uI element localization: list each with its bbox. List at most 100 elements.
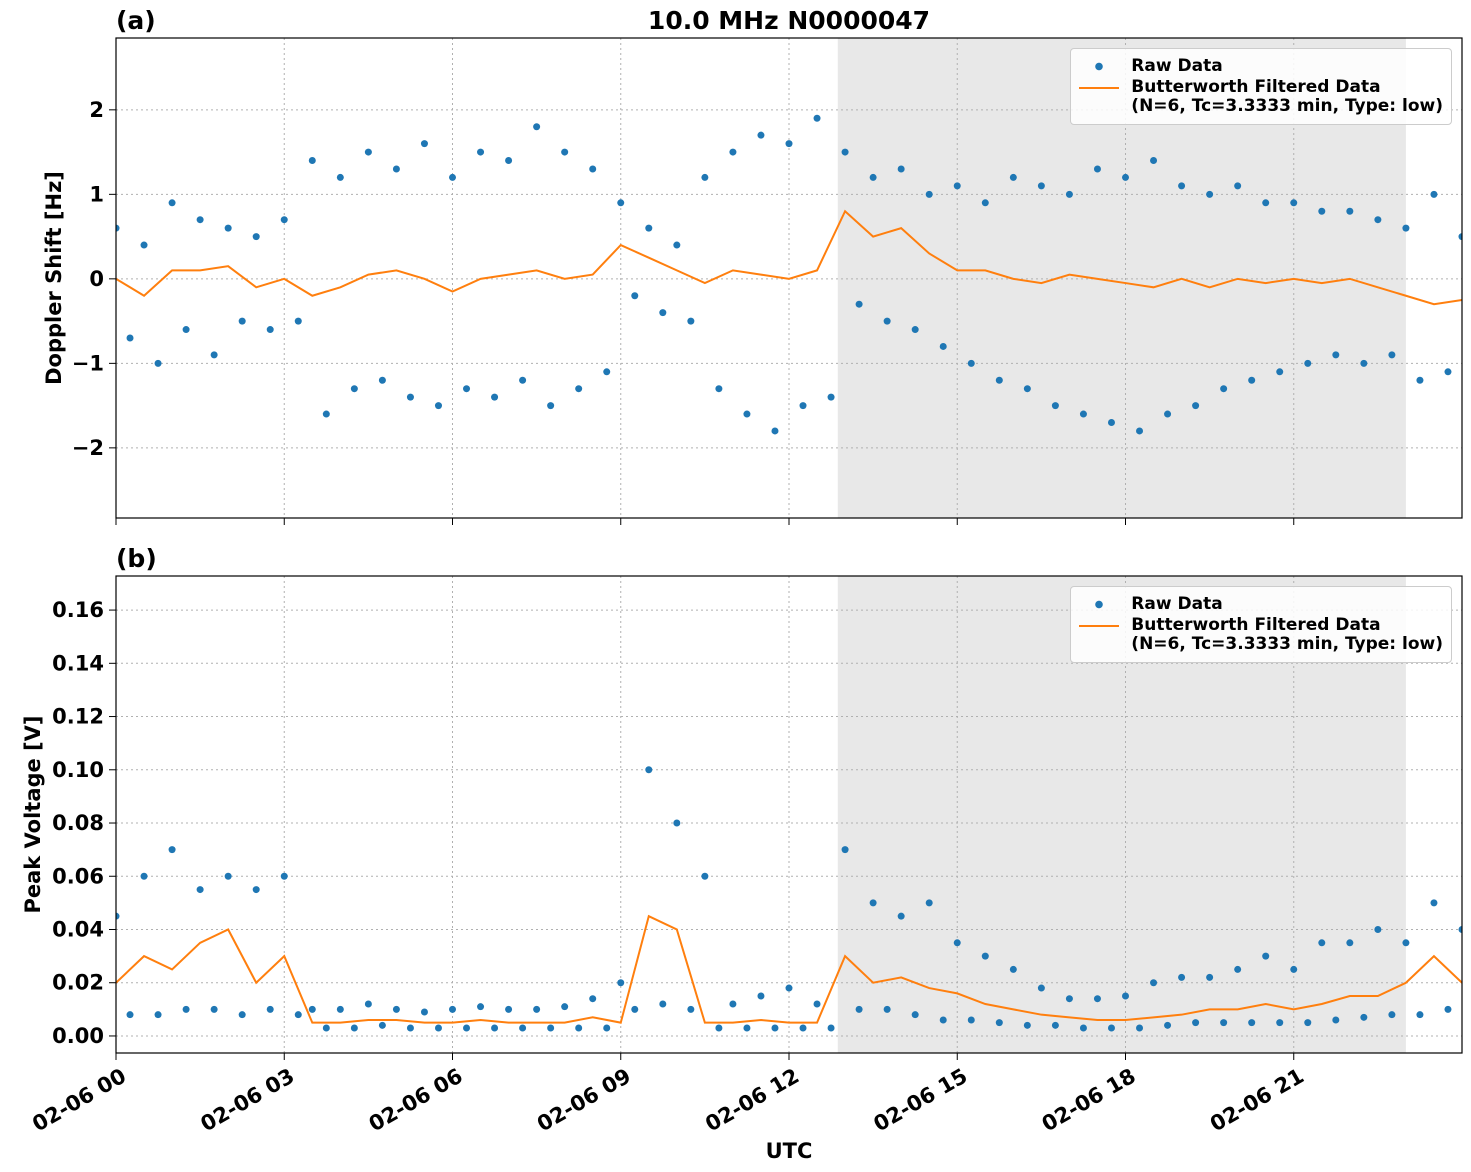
y-tick-label: 2 [89, 98, 104, 122]
raw-point [168, 846, 176, 854]
y-tick-label: −1 [72, 351, 104, 375]
y-tick-label: 0 [89, 267, 104, 291]
raw-point [617, 199, 625, 207]
raw-point [785, 984, 793, 992]
raw-point [799, 1024, 807, 1032]
raw-point [322, 1024, 330, 1032]
raw-point [911, 326, 919, 334]
y-tick-label: 0.14 [52, 651, 104, 675]
raw-point [1318, 939, 1326, 947]
legend-swatch [1079, 78, 1120, 97]
raw-point [168, 199, 176, 207]
raw-point [1079, 410, 1087, 418]
raw-point [182, 326, 190, 334]
raw-point [1416, 1011, 1424, 1019]
raw-point [547, 1024, 555, 1032]
raw-point [126, 1011, 134, 1019]
x-tick-label: 02-06 15 [870, 1064, 972, 1137]
raw-point [897, 165, 905, 173]
raw-point [322, 410, 330, 418]
raw-point [715, 385, 723, 393]
raw-point [687, 1005, 695, 1013]
raw-point [1164, 410, 1172, 418]
raw-point [673, 819, 681, 827]
raw-point [449, 1005, 456, 1013]
raw-point [420, 1008, 428, 1016]
chart-title: 10.0 MHz N0000047 [648, 6, 930, 35]
raw-point [799, 402, 807, 410]
y-tick-label: 0.10 [52, 758, 104, 782]
raw-point [210, 1005, 218, 1013]
raw-point [1430, 899, 1438, 907]
raw-point [841, 846, 849, 854]
raw-point [350, 1024, 358, 1032]
raw-point [294, 317, 302, 325]
raw-point [280, 872, 288, 880]
raw-point [1150, 157, 1158, 165]
raw-point [1192, 402, 1200, 410]
raw-point [1206, 973, 1214, 981]
legend-entry: Butterworth Filtered Data (N=6, Tc=3.333… [1079, 616, 1443, 654]
raw-point [1444, 368, 1452, 376]
raw-point [953, 939, 961, 947]
x-tick-label: 02-06 03 [197, 1064, 299, 1137]
raw-point [336, 1005, 344, 1013]
raw-point [378, 1021, 386, 1029]
raw-point [1318, 207, 1326, 215]
raw-point [491, 393, 499, 401]
raw-point [224, 224, 232, 232]
legend-label: Raw Data [1131, 56, 1223, 76]
raw-point [406, 1024, 414, 1032]
raw-point [1416, 376, 1424, 384]
raw-point [1122, 992, 1129, 1000]
legend-entry: Raw Data [1079, 57, 1443, 76]
raw-point [855, 300, 863, 308]
x-axis-label: UTC [766, 1139, 813, 1163]
raw-point [1107, 1024, 1115, 1032]
raw-point [1023, 1021, 1031, 1029]
raw-point [589, 165, 597, 173]
raw-point [757, 131, 765, 139]
raw-point [1346, 939, 1354, 947]
legend-label: Butterworth Filtered Data (N=6, Tc=3.333… [1131, 77, 1443, 116]
raw-point [1150, 979, 1158, 987]
raw-point [1051, 1021, 1059, 1029]
raw-point [939, 1016, 947, 1024]
raw-point [434, 402, 442, 410]
raw-point [477, 148, 485, 156]
raw-point [1051, 402, 1059, 410]
raw-point [392, 165, 400, 173]
raw-point [1262, 199, 1270, 207]
raw-point [491, 1024, 499, 1032]
raw-point [1346, 207, 1354, 215]
raw-point [995, 1019, 1003, 1027]
filtered-line [116, 914, 1462, 1024]
raw-point [238, 317, 246, 325]
raw-point [1402, 939, 1410, 947]
raw-point [1458, 925, 1462, 933]
raw-point [869, 899, 877, 907]
raw-point [967, 1016, 975, 1024]
raw-point [1136, 1024, 1144, 1032]
raw-point [420, 140, 428, 148]
raw-point [729, 1000, 737, 1008]
legend-label: Raw Data [1131, 594, 1223, 614]
y-tick-label: −2 [72, 436, 104, 460]
raw-point [575, 385, 583, 393]
raw-point [336, 173, 344, 181]
raw-point [350, 385, 358, 393]
x-tick-label: 02-06 09 [533, 1064, 635, 1137]
raw-point [939, 342, 947, 350]
raw-point [1304, 1019, 1312, 1027]
raw-point [617, 979, 625, 987]
raw-point [210, 351, 218, 359]
raw-point [925, 190, 933, 198]
raw-point [967, 359, 975, 367]
raw-point [533, 123, 541, 131]
raw-point [1374, 216, 1382, 224]
raw-point [1360, 359, 1368, 367]
raw-point [364, 148, 372, 156]
raw-point [505, 1005, 513, 1013]
raw-point [252, 886, 260, 894]
raw-point [995, 376, 1003, 384]
